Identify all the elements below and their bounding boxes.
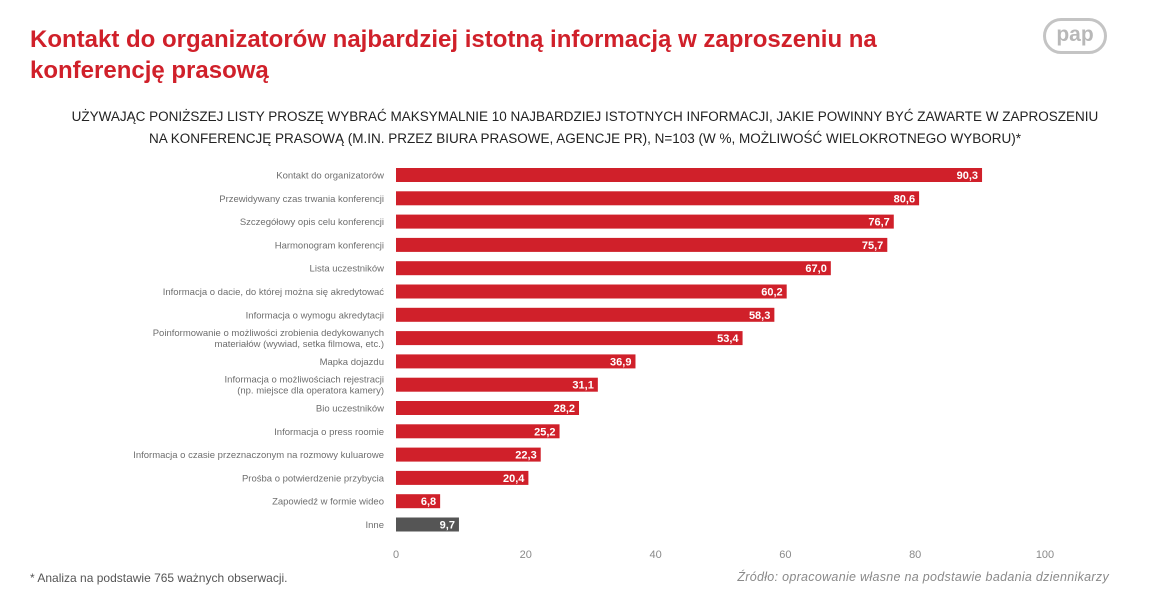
category-label: Informacja o wymogu akredytacji — [246, 310, 384, 321]
category-label: Poinformowanie o możliwości zrobienia de… — [153, 328, 384, 339]
x-tick-label: 20 — [520, 549, 532, 561]
category-label: Mapka dojazdu — [320, 357, 384, 368]
footnote: * Analiza na podstawie 765 ważnych obser… — [30, 571, 288, 585]
bar — [396, 214, 894, 229]
category-label: Kontakt do organizatorów — [276, 171, 384, 182]
x-tick-label: 40 — [649, 549, 661, 561]
category-label: Bio uczestników — [316, 404, 384, 415]
bar — [396, 470, 529, 485]
bar-value-label: 80,6 — [894, 193, 915, 205]
category-label: Informacja o dacie, do której można się … — [163, 287, 384, 298]
x-tick-label: 100 — [1036, 549, 1054, 561]
subtitle-line-2: NA KONFERENCJĘ PRASOWĄ (M.IN. PRZEZ BIUR… — [149, 131, 1021, 146]
pap-logo: pap — [1043, 18, 1107, 54]
bar-value-label: 25,2 — [534, 426, 555, 438]
x-tick-label: 80 — [909, 549, 921, 561]
bar-value-label: 67,0 — [805, 263, 826, 275]
category-label: Szczegółowy opis celu konferencji — [240, 217, 384, 228]
bar — [396, 494, 441, 509]
category-label: Przewidywany czas trwania konferencji — [219, 194, 384, 205]
x-tick-label: 60 — [779, 549, 791, 561]
bar — [396, 261, 831, 276]
subtitle-line-1: UŻYWAJĄC PONIŻSZEJ LISTY PROSZĘ WYBRAĆ M… — [71, 109, 1099, 124]
category-label: Harmonogram konferencji — [275, 240, 384, 251]
bar — [396, 237, 888, 252]
category-label: Zapowiedź w formie wideo — [272, 497, 384, 508]
bar-value-label: 53,4 — [717, 333, 739, 345]
bar-value-label: 28,2 — [554, 403, 575, 415]
bar — [396, 307, 775, 322]
bar — [396, 424, 560, 439]
category-label: Lista uczestników — [310, 264, 385, 275]
bar-value-label: 58,3 — [749, 310, 770, 322]
bar-value-label: 31,1 — [572, 380, 593, 392]
category-label: Inne — [366, 520, 385, 531]
category-label: Prośba o potwierdzenie przybycia — [242, 473, 385, 484]
category-label: Informacja o czasie przeznaczonym na roz… — [133, 450, 384, 461]
bar — [396, 284, 787, 299]
bar — [396, 354, 636, 369]
bar — [396, 517, 459, 532]
bar-value-label: 20,4 — [503, 473, 525, 485]
bar-value-label: 6,8 — [421, 496, 436, 508]
bar-value-label: 76,7 — [868, 217, 889, 229]
bar-value-label: 36,9 — [610, 356, 631, 368]
bar-value-label: 75,7 — [862, 240, 883, 252]
category-label: (np. miejsce dla operatora kamery) — [237, 386, 384, 397]
category-label: Informacja o możliwościach rejestracji — [225, 375, 384, 386]
bar-value-label: 90,3 — [957, 170, 978, 182]
bar — [396, 447, 541, 462]
bar — [396, 401, 580, 415]
category-label: materiałów (wywiad, setka filmowa, etc.) — [215, 339, 384, 350]
chart-title: Kontakt do organizatorów najbardziej ist… — [30, 26, 877, 84]
source-note: Źródło: opracowanie własne na podstawie … — [737, 570, 1109, 584]
bar — [396, 377, 598, 392]
bar — [396, 191, 920, 206]
chart-subtitle: UŻYWAJĄC PONIŻSZEJ LISTY PROSZĘ WYBRAĆ M… — [70, 106, 1100, 150]
x-tick-label: 0 — [393, 549, 399, 561]
bar-value-label: 60,2 — [761, 287, 782, 299]
bar-value-label: 9,7 — [440, 520, 455, 532]
bar — [396, 168, 983, 182]
category-label: Informacja o press roomie — [274, 427, 384, 438]
bar — [396, 331, 743, 346]
bar-value-label: 22,3 — [515, 450, 536, 462]
